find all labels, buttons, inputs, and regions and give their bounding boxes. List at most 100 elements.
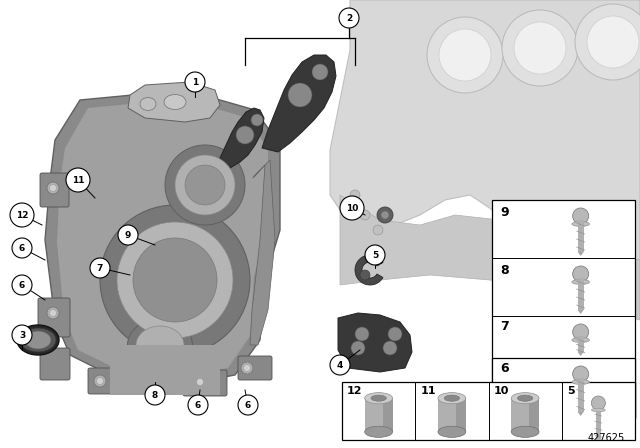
Text: 427625: 427625 [588, 433, 625, 443]
Text: 12: 12 [347, 386, 362, 396]
Wedge shape [355, 255, 383, 285]
Circle shape [251, 114, 263, 126]
Circle shape [383, 341, 397, 355]
FancyBboxPatch shape [238, 356, 272, 380]
Polygon shape [578, 310, 584, 314]
FancyBboxPatch shape [38, 298, 70, 337]
Ellipse shape [591, 408, 605, 412]
Text: 6: 6 [500, 362, 509, 375]
Circle shape [117, 222, 233, 338]
Circle shape [360, 210, 370, 220]
Circle shape [100, 205, 250, 355]
Circle shape [241, 362, 253, 374]
Text: 11: 11 [420, 386, 436, 396]
Ellipse shape [365, 426, 392, 437]
Bar [342, 382, 635, 440]
Text: 7: 7 [500, 320, 509, 333]
Circle shape [427, 17, 503, 93]
Polygon shape [250, 160, 275, 345]
Circle shape [573, 324, 589, 340]
Text: 5: 5 [567, 386, 574, 396]
Bar [438, 398, 466, 432]
FancyBboxPatch shape [40, 173, 69, 207]
Circle shape [236, 126, 254, 144]
Ellipse shape [572, 379, 589, 384]
Text: 3: 3 [19, 331, 25, 340]
Text: 6: 6 [245, 401, 251, 409]
Circle shape [355, 327, 369, 341]
Bar [529, 398, 539, 432]
Polygon shape [330, 0, 640, 260]
Text: 4: 4 [337, 361, 343, 370]
Bar [365, 398, 392, 432]
FancyBboxPatch shape [88, 368, 132, 394]
Bar [578, 220, 584, 252]
Text: 2: 2 [346, 13, 352, 22]
Text: 10: 10 [346, 203, 358, 212]
Circle shape [185, 165, 225, 205]
Polygon shape [578, 352, 584, 356]
Bar [492, 200, 635, 418]
Text: 6: 6 [19, 280, 25, 289]
Circle shape [175, 155, 235, 215]
Ellipse shape [438, 392, 466, 404]
Circle shape [365, 245, 385, 265]
Ellipse shape [127, 319, 193, 371]
Circle shape [439, 29, 491, 81]
Ellipse shape [365, 392, 392, 404]
Text: 11: 11 [72, 176, 84, 185]
Ellipse shape [572, 280, 589, 284]
Polygon shape [57, 99, 268, 377]
Circle shape [502, 10, 578, 86]
Polygon shape [45, 90, 280, 385]
Ellipse shape [511, 426, 539, 437]
Text: 9: 9 [125, 231, 131, 240]
Circle shape [350, 190, 360, 200]
Polygon shape [578, 412, 584, 416]
Circle shape [351, 341, 365, 355]
Ellipse shape [25, 331, 51, 349]
Bar [492, 358, 635, 418]
Ellipse shape [518, 395, 532, 401]
Circle shape [514, 22, 566, 74]
Polygon shape [215, 108, 264, 168]
Text: 6: 6 [19, 244, 25, 253]
Circle shape [118, 225, 138, 245]
Ellipse shape [572, 338, 589, 342]
Circle shape [587, 16, 639, 68]
Circle shape [94, 375, 106, 387]
Circle shape [377, 207, 393, 223]
Circle shape [573, 366, 589, 382]
Text: 7: 7 [97, 263, 103, 272]
Circle shape [591, 396, 605, 410]
Circle shape [575, 4, 640, 80]
Ellipse shape [164, 95, 186, 109]
Ellipse shape [572, 222, 589, 226]
Circle shape [145, 385, 165, 405]
Text: 8: 8 [500, 264, 509, 277]
FancyBboxPatch shape [183, 370, 227, 396]
Bar [578, 336, 584, 352]
Polygon shape [340, 195, 640, 320]
Circle shape [360, 270, 370, 280]
Bar [383, 398, 392, 432]
Bar [596, 412, 601, 440]
Ellipse shape [140, 98, 156, 111]
Circle shape [312, 64, 328, 80]
Circle shape [133, 238, 217, 322]
Polygon shape [578, 252, 584, 256]
Circle shape [47, 307, 59, 319]
Circle shape [194, 376, 206, 388]
Text: 1: 1 [192, 78, 198, 86]
Circle shape [66, 168, 90, 192]
Circle shape [288, 83, 312, 107]
Text: 6: 6 [195, 401, 201, 409]
Polygon shape [262, 55, 336, 152]
Circle shape [188, 395, 208, 415]
Circle shape [573, 208, 589, 224]
Bar [578, 378, 584, 412]
Ellipse shape [438, 426, 466, 437]
Circle shape [12, 275, 32, 295]
Circle shape [185, 72, 205, 92]
Circle shape [196, 379, 204, 385]
